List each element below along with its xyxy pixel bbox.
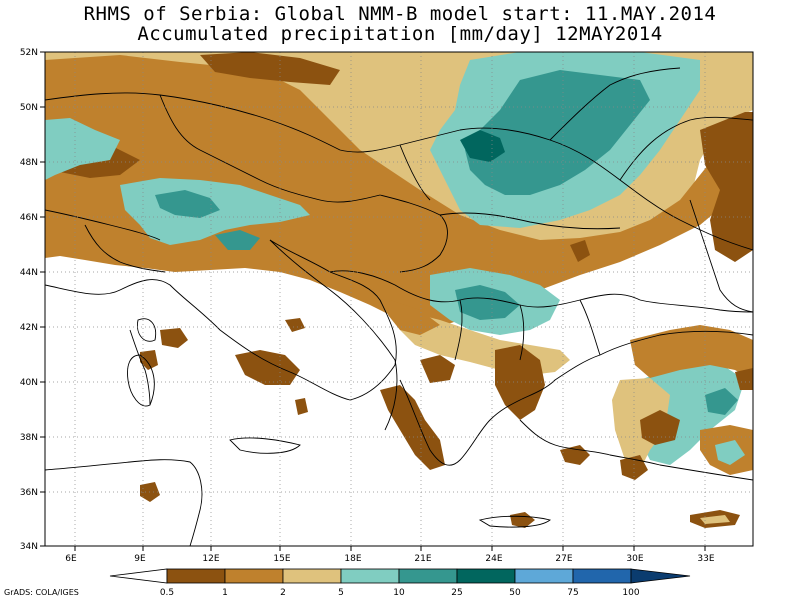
lon-label: 12E — [202, 554, 219, 564]
colorbar-segment — [166, 568, 226, 584]
colorbar-label: 100 — [622, 588, 639, 598]
colorbar-segment — [456, 568, 516, 584]
colorbar-label: 2 — [280, 588, 286, 598]
longitude-labels: 6E 9E 12E 15E 18E 21E 24E 27E 30E 33E — [65, 554, 715, 564]
colorbar-label: 50 — [509, 588, 521, 598]
colorbar-segment — [109, 568, 168, 584]
colorbar-segment — [630, 568, 691, 584]
lon-label: 21E — [414, 554, 431, 564]
credit-text: GrADS: COLA/IGES — [4, 588, 79, 597]
map-title: RHMS of Serbia: Global NMM-B model start… — [83, 3, 717, 25]
lat-label: 48N — [20, 158, 38, 168]
map-subtitle: Accumulated precipitation [mm/day] 12MAY… — [137, 23, 663, 45]
colorbar-segment — [282, 568, 342, 584]
lon-label: 27E — [555, 554, 572, 564]
axis-ticks — [40, 51, 706, 551]
colorbar-segment — [224, 568, 284, 584]
precip-region-dark-3 — [700, 112, 753, 262]
lon-label: 15E — [273, 554, 290, 564]
precip-region-teal-light — [45, 118, 120, 180]
plot-frame — [44, 51, 754, 547]
lon-label: 18E — [344, 554, 361, 564]
precip-region-teal-dark — [460, 130, 505, 162]
lat-label: 36N — [20, 488, 38, 498]
colorbar-label: 75 — [567, 588, 578, 598]
colorbar — [109, 568, 691, 584]
coastlines-borders — [45, 67, 753, 546]
precip-region-dark-2 — [200, 52, 340, 85]
colorbar-label: 25 — [451, 588, 462, 598]
colorbar-segment — [572, 568, 632, 584]
lat-label: 38N — [20, 433, 38, 443]
lat-label: 40N — [20, 378, 38, 388]
colorbar-segment — [340, 568, 400, 584]
colorbar-label: 0.5 — [160, 588, 174, 598]
colorbar-segment — [398, 568, 458, 584]
precipitation-field — [45, 52, 753, 528]
lon-label: 33E — [697, 554, 714, 564]
lon-label: 30E — [626, 554, 643, 564]
lon-label: 6E — [65, 554, 77, 564]
colorbar-label: 5 — [338, 588, 344, 598]
lon-label: 9E — [134, 554, 146, 564]
lat-label: 46N — [20, 213, 38, 223]
lat-label: 52N — [20, 48, 38, 58]
latitude-labels: 52N 50N 48N 46N 44N 42N 40N 38N 36N 34N — [20, 48, 38, 552]
lon-label: 24E — [485, 554, 502, 564]
precip-region-north-mid — [45, 55, 753, 330]
precip-region-dark-south-1 — [495, 345, 545, 420]
lat-label: 50N — [20, 103, 38, 113]
lat-label: 34N — [20, 542, 38, 552]
colorbar-segment — [514, 568, 574, 584]
colorbar-label: 10 — [393, 588, 405, 598]
colorbar-label: 1 — [222, 588, 228, 598]
colorbar-labels: 0.5 1 2 5 10 25 50 75 100 — [160, 588, 640, 598]
lat-label: 44N — [20, 268, 38, 278]
lat-label: 42N — [20, 323, 38, 333]
